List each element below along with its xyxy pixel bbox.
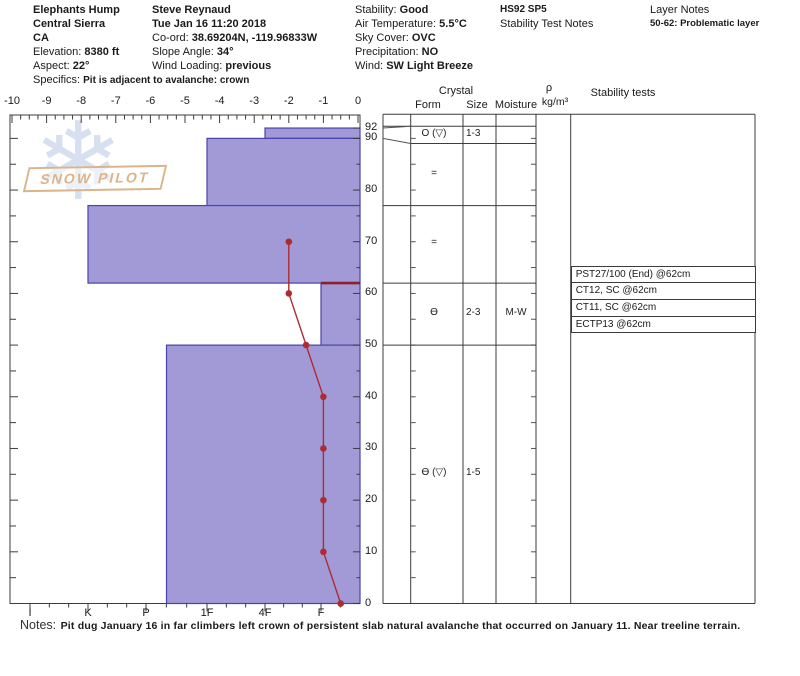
stability-test-notes-title: Stability Test Notes [500, 18, 594, 30]
pit-notes: Notes: Pit dug January 16 in far climber… [20, 616, 740, 634]
temperature-point [320, 445, 327, 452]
depth-tick-label: 70 [365, 234, 378, 247]
temp-tick-label: -9 [41, 95, 52, 107]
snow-layer [264, 127, 361, 139]
snow-layer [206, 137, 361, 207]
temp-tick-label: -1 [318, 95, 329, 107]
snow-layer [165, 344, 361, 605]
temperature-point [337, 600, 345, 607]
density-unit-header: kg/m³ [541, 96, 569, 108]
hardness-tick-label: 1F [200, 607, 214, 619]
aspect-line: Aspect: 22° [33, 60, 90, 72]
header-summary-block: HS92 SP5 Stability Test Notes [500, 3, 593, 31]
specifics-line: Specifics: Pit is adjacent to avalanche:… [33, 74, 250, 86]
hardness-tick-label: K [84, 607, 92, 619]
slope-angle-line: Slope Angle: 34° [152, 46, 234, 58]
density-header: ρ [545, 82, 553, 94]
stability-test-result: ECTP13 @62cm [570, 315, 756, 334]
depth-tick-label: 90 [365, 131, 378, 144]
grain-form-cell: = [431, 167, 437, 179]
temp-tick-label: -10 [4, 95, 20, 107]
pit-state: CA [33, 32, 49, 44]
header-location-block: Elephants Hump Central Sierra CA Elevati… [33, 3, 249, 88]
stability-line: Stability: Good [355, 4, 429, 16]
pit-code: HS92 SP5 [500, 4, 547, 15]
depth-tick-label: 50 [365, 338, 378, 351]
observer-name: Steve Reynaud [152, 4, 231, 16]
wind-loading-line: Wind Loading: previous [152, 60, 272, 72]
grain-size-cell: 2-3 [466, 307, 481, 319]
size-header: Size [466, 99, 488, 111]
precipitation-line: Precipitation: NO [355, 46, 439, 58]
grain-form-cell: Ɵ [430, 307, 438, 319]
temp-tick-label: -6 [145, 95, 156, 107]
temp-tick-label: -2 [283, 95, 294, 107]
coord-line: Co-ord: 38.69204N, -119.96833W [152, 32, 318, 44]
header-conditions-block: Stability: Good Air Temperature: 5.5°C S… [355, 3, 473, 73]
depth-tick-label: 60 [365, 286, 378, 299]
moisture-header: Moisture [494, 99, 538, 111]
depth-tick-label: 20 [365, 493, 378, 506]
hardness-tick-label: 4F [258, 607, 272, 619]
wind-line: Wind: SW Light Breeze [355, 60, 473, 72]
grain-form-cell: Ɵ (▽) [421, 467, 447, 479]
temperature-point [320, 548, 327, 556]
temp-tick-label: -7 [110, 95, 121, 107]
temperature-point [320, 393, 327, 401]
depth-tick-label: 10 [365, 544, 378, 557]
temperature-line [288, 241, 342, 604]
snow-layer [87, 204, 361, 284]
depth-tick-label: 0 [365, 596, 372, 609]
stability-test-result: CT12, SC @62cm [570, 282, 756, 301]
temp-tick-label: -5 [180, 95, 190, 107]
hardness-tick-label: F [317, 607, 325, 619]
temperature-point [285, 290, 293, 297]
notes-label: Notes: [20, 618, 57, 632]
pit-name: Elephants Hump [33, 4, 120, 16]
temp-tick-label: -3 [249, 95, 260, 107]
depth-tick-label: 92 [365, 121, 378, 134]
snow-layer [320, 282, 361, 346]
air-temp-line: Air Temperature: 5.5°C [355, 18, 467, 30]
temp-tick-label: 0 [354, 95, 362, 107]
elevation-line: Elevation: 8380 ft [33, 46, 120, 58]
depth-tick-label: 80 [365, 183, 378, 196]
stability-test-result: CT11, SC @62cm [570, 299, 756, 317]
header-layer-notes-block: Layer Notes 50-62: Problematic layer [650, 3, 759, 31]
grain-size-cell: 1-3 [466, 127, 481, 139]
header-observer-block: Steve Reynaud Tue Jan 16 11:20 2018 Co-o… [152, 3, 317, 73]
form-header: Form [415, 99, 441, 111]
temp-tick-label: -4 [214, 95, 225, 107]
grain-form-cell: = [431, 237, 437, 249]
hardness-tick-label: P [142, 607, 150, 619]
depth-tick-label: 40 [365, 389, 378, 402]
pit-region: Central Sierra [33, 18, 106, 30]
snowflake-icon: ❄ [33, 101, 124, 222]
grain-size-cell: 1-5 [466, 467, 481, 479]
stability-tests-header: Stability tests [590, 87, 656, 99]
grain-form-cell: O (▽) [421, 127, 447, 139]
layer-note: 50-62: Problematic layer [650, 18, 760, 29]
temp-tick-label: -8 [76, 95, 87, 107]
temperature-point [302, 341, 310, 349]
stability-test-result: PST27/100 (End) @62cm [570, 265, 756, 284]
hardness-tick-label: I [28, 607, 32, 619]
sky-cover-line: Sky Cover: OVC [355, 32, 436, 44]
pit-datetime: Tue Jan 16 11:20 2018 [152, 18, 267, 30]
temperature-point [285, 238, 293, 246]
depth-tick-label: 30 [365, 441, 378, 454]
moisture-cell: M-W [505, 307, 527, 319]
layer-notes-title: Layer Notes [650, 4, 710, 16]
crystal-header: Crystal [438, 85, 474, 97]
temperature-point [320, 496, 327, 504]
notes-text: Pit dug January 16 in far climbers left … [60, 620, 741, 632]
